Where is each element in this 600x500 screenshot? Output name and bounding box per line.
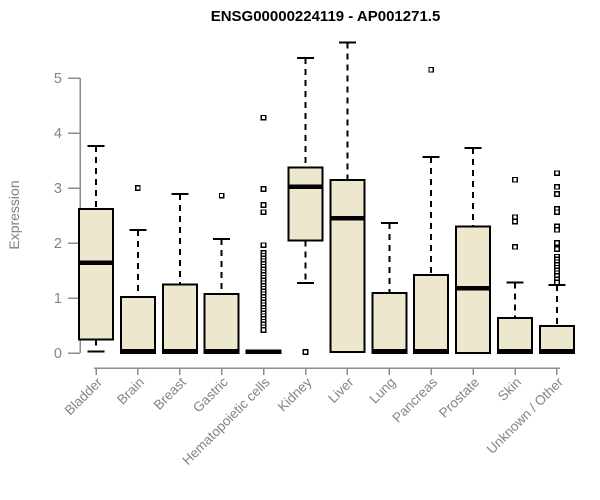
box-brain (119, 295, 156, 354)
box-lung (371, 292, 408, 354)
box-bladder (78, 207, 114, 341)
outlier-point (260, 209, 267, 216)
box-skin (497, 316, 533, 354)
chart-title: ENSG00000224119 - AP001271.5 (210, 8, 441, 25)
outlier-point (512, 214, 518, 220)
x-tick-label: Pancreas (389, 374, 440, 425)
x-tick-label: Prostate (436, 375, 482, 421)
outlier-point (135, 185, 141, 191)
outlier-point (512, 218, 518, 225)
box-breast (161, 283, 198, 354)
x-tick-label: Lung (367, 375, 399, 407)
outlier-point (554, 170, 560, 176)
outlier-point (512, 243, 518, 250)
outlier-point (554, 209, 560, 216)
y-tick-label: 5 (54, 71, 62, 87)
x-tick-label: Liver (325, 374, 357, 406)
box-unknown-other (538, 325, 575, 354)
outlier-point (554, 191, 560, 197)
x-tick-label: Brain (114, 375, 147, 408)
outlier-point (260, 114, 267, 121)
outlier-point (554, 184, 560, 190)
x-tick-label: Breast (151, 374, 189, 412)
y-tick-label: 1 (54, 291, 62, 307)
outlier-point (302, 349, 309, 355)
x-tick-label: Unknown / Other (484, 374, 567, 457)
y-tick-label: 3 (54, 181, 62, 197)
box-pancreas (413, 273, 450, 354)
outlier-point (554, 246, 560, 252)
outlier-point (428, 66, 435, 73)
outlier-point (218, 192, 225, 199)
x-tick-label: Bladder (62, 374, 106, 418)
outlier-point (260, 242, 267, 249)
outlier-point (260, 202, 267, 208)
box-liver (329, 178, 366, 353)
outlier-point (554, 279, 560, 286)
x-tick-label: Skin (495, 375, 524, 404)
outlier-point (260, 327, 267, 333)
x-tick-label: Kidney (275, 374, 315, 414)
box-gastric (203, 293, 240, 354)
y-tick-label: 2 (54, 236, 62, 252)
y-tick-label: 4 (54, 126, 62, 142)
outlier-point (554, 240, 560, 246)
y-tick-label: 0 (54, 346, 62, 362)
box-kidney (287, 166, 324, 242)
outlier-point (260, 186, 267, 192)
outlier-point (554, 226, 560, 233)
outlier-point (512, 176, 518, 183)
x-tick-label: Gastric (190, 374, 231, 415)
